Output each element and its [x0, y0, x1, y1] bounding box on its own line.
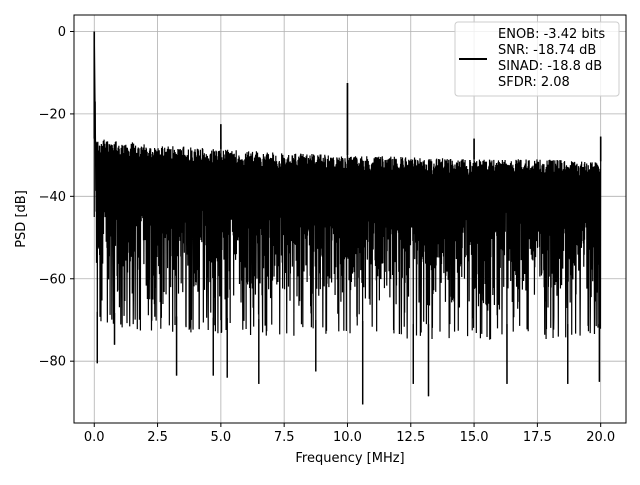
- legend: ENOB: -3.42 bits SNR: -18.74 dB SINAD: -…: [454, 21, 620, 97]
- y-tick-label: −60: [39, 272, 66, 287]
- plot-area: [93, 31, 602, 405]
- axes-frame: [73, 14, 627, 424]
- x-tick-label: 0.0: [84, 430, 105, 445]
- y-tick-label: 0: [58, 25, 66, 40]
- x-tick-label: 2.5: [147, 430, 168, 445]
- x-tick-label: 15.0: [460, 430, 489, 445]
- x-tick-label: 7.5: [274, 430, 295, 445]
- legend-text-snr: SNR: -18.74 dB: [498, 43, 596, 58]
- axis-ticks: 0.0 2.5 5.0 7.5 10.0 12.5 15.0 17.5 20.0 0 −20 −40 −…: [39, 25, 616, 445]
- y-axis-label: PSD [dB]: [14, 190, 29, 248]
- x-tick-label: 12.5: [396, 430, 425, 445]
- x-axis-label: Frequency [MHz]: [295, 451, 404, 466]
- x-tick-label: 20.0: [586, 430, 615, 445]
- x-tick-label: 10.0: [333, 430, 362, 445]
- y-tick-label: −20: [39, 107, 66, 122]
- x-tick-label: 5.0: [211, 430, 232, 445]
- x-tick-label: 17.5: [523, 430, 552, 445]
- psd-line: [93, 31, 602, 405]
- y-tick-label: −80: [39, 355, 66, 370]
- legend-text-sinad: SINAD: -18.8 dB: [498, 59, 602, 74]
- legend-text-enob: ENOB: -3.42 bits: [498, 27, 605, 42]
- y-tick-label: −40: [39, 190, 66, 205]
- legend-box: [454, 21, 620, 97]
- legend-text-sfdr: SFDR: 2.08: [498, 75, 570, 90]
